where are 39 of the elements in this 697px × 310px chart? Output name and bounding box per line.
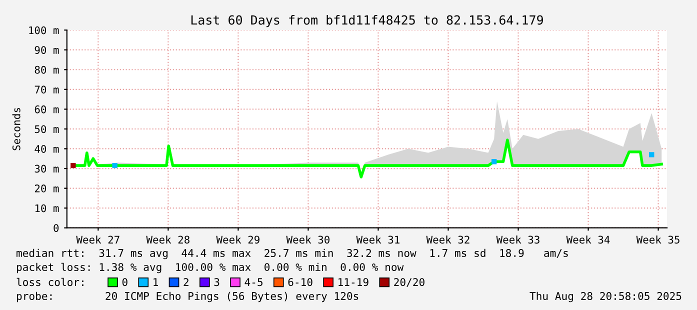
- legend-title: loss color:: [16, 278, 84, 286]
- x-tick-label: Week 32: [426, 236, 470, 244]
- y-tick-label: 0: [54, 224, 59, 232]
- legend-label: 6-10: [288, 278, 312, 286]
- x-tick-label: Week 29: [216, 236, 260, 244]
- y-tick-label: 30 m: [34, 164, 59, 173]
- point: [112, 162, 118, 168]
- x-tick-label: Week 28: [146, 236, 190, 244]
- x-tick-label: Week 34: [566, 236, 610, 244]
- point: [70, 162, 76, 168]
- legend-label: 4-5: [244, 278, 262, 286]
- x-tick-label: Week 30: [286, 236, 330, 244]
- legend-label: 2: [184, 278, 188, 286]
- x-tick-label: Week 33: [496, 236, 540, 244]
- y-tick-label: 70 m: [34, 86, 59, 94]
- y-tick-label: 100 m: [29, 26, 59, 34]
- text: probe: 20 ICMP Echo Pings (56 Bytes) every 120s: [16, 292, 358, 302]
- point: [649, 152, 654, 158]
- text: packet loss: 1.38 % avg 100.00 % max 0.00 % min 0.00 % now: [16, 262, 404, 274]
- point: [491, 158, 497, 164]
- y-tick-label: 90 m: [34, 46, 59, 54]
- chart-title: Last 60 Days from bf1d11f48425 to 82.153.64.179: [191, 15, 543, 28]
- legend-label: 11-19: [338, 278, 368, 286]
- y-tick-label: 50 m: [34, 125, 59, 134]
- legend-label: 1: [154, 278, 158, 286]
- y-tick-label: 20 m: [34, 184, 59, 192]
- text: Thu Aug 28 20:58:05 2025: [530, 292, 682, 302]
- y-tick-label: 60 m: [34, 105, 59, 114]
- y-tick-label: 40 m: [34, 144, 59, 153]
- y-tick-label: 10 m: [35, 204, 59, 212]
- text: median rtt: 31.7 ms avg 44.4 ms max 25.7 ms min 32.2 ms now 1.7 ms sd 18.9 am/s: [16, 248, 568, 260]
- x-tick-label: Week 35: [636, 236, 680, 244]
- legend-label: 20/20: [394, 278, 424, 287]
- y-axis-title: Seconds: [12, 108, 20, 150]
- legend-label: 3: [214, 278, 220, 286]
- y-tick-label: 80 m: [34, 66, 59, 74]
- legend-label: 0: [122, 278, 128, 286]
- x-tick-label: Week 31: [356, 236, 400, 244]
- x-tick-label: Week 27: [76, 236, 120, 244]
